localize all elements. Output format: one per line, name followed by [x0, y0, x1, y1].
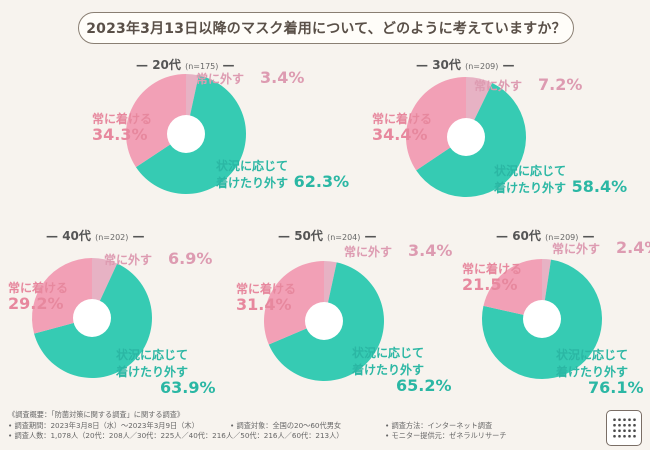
- label-remove: 常に外す 3.4%: [196, 68, 305, 87]
- donut-hole: [167, 115, 205, 153]
- label-remove: 常に外す 7.2%: [474, 75, 583, 94]
- chart-header: — 50代 (n=204) —: [278, 229, 377, 243]
- label-wear: 常に着ける 31.4%: [236, 282, 297, 314]
- label-wear: 常に着ける 21.5%: [462, 262, 523, 294]
- donut-hole: [305, 302, 343, 340]
- donut-hole: [447, 118, 485, 156]
- logo-dots: [612, 417, 636, 439]
- slice-always-wear: [483, 259, 542, 319]
- label-situational: 状況に応じて 着けたり外す 76.1%: [556, 348, 644, 397]
- footer-summary: 《調査概要：「防菌対策に関する調査」に関する調査》: [8, 410, 185, 419]
- slice-always-wear: [405, 77, 466, 171]
- label-situational: 状況に応じて 着けたり外す 63.9%: [116, 348, 216, 397]
- chart-header: — 20代 (n=175) —: [136, 58, 235, 72]
- chart-header: — 60代 (n=209) —: [496, 229, 595, 243]
- brand-logo: [606, 410, 642, 446]
- page-title: 2023年3月13日以降のマスク着用について、どのように考えていますか？: [78, 12, 574, 44]
- label-situational: 状況に応じて 着けたり外す 62.3%: [216, 159, 350, 191]
- footer-target: • 調査対象：全国の20～60代男女: [230, 420, 342, 430]
- label-remove: 常に外す 3.4%: [344, 241, 453, 260]
- label-remove: 常に外す 6.9%: [104, 249, 213, 268]
- label-remove: 常に外す 2.4%: [552, 238, 650, 257]
- footer-count: • 調査人数：1,078人（20代：208人／30代：225人／40代：216人…: [8, 431, 344, 440]
- chart-header: — 40代 (n=202) —: [46, 229, 145, 243]
- label-situational: 状況に応じて 着けたり外す 58.4%: [494, 164, 628, 196]
- footer-period: • 調査期間：2023年3月8日（水）～2023年3月9日（木）: [8, 420, 199, 430]
- donut-hole: [523, 300, 561, 338]
- donut-hole: [73, 299, 111, 337]
- footer-provider: • モニター提供元：ゼネラルリサーチ: [385, 431, 507, 440]
- label-situational: 状況に応じて 着けたり外す 65.2%: [352, 346, 452, 395]
- survey-footer: 《調査概要：「防菌対策に関する調査」に関する調査》 • 調査期間：2023年3月…: [8, 410, 507, 442]
- chart-header: — 30代 (n=209) —: [416, 58, 515, 72]
- label-wear: 常に着ける 29.2%: [8, 281, 69, 313]
- footer-method: • 調査方法：インターネット調査: [385, 420, 493, 430]
- label-wear: 常に着ける 34.4%: [372, 112, 433, 144]
- label-wear: 常に着ける 34.3%: [92, 112, 153, 144]
